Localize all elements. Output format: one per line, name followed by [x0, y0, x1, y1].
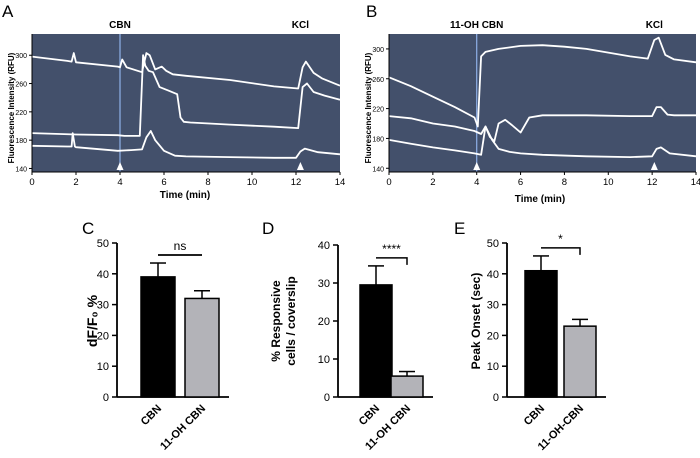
panel-c-y-tick-label: 10: [97, 361, 109, 373]
panel-b-y-axis-label: Fluorescence Intensity (RFU): [364, 52, 373, 163]
panel-c-y-tick-label: 40: [97, 269, 109, 281]
panel-c-y-tick-label: 0: [103, 392, 109, 404]
panel-c-category-label-1: CBN: [139, 403, 164, 428]
panel-b-y-tick-label: 220: [372, 107, 384, 114]
panel-b-x-tick-label: 12: [647, 177, 658, 188]
panel-e-significance-bracket: [541, 247, 581, 255]
panel-a-plot-background: [32, 34, 340, 172]
panel-a-x-tick-label: 2: [73, 177, 78, 188]
panel-a-y-tick-label: 300: [15, 53, 27, 60]
panel-a-x-tick-label: 12: [291, 177, 302, 188]
panel-c-y-axis-label: dF/F₀ %: [84, 294, 100, 347]
panel-b-x-tick-label: 10: [603, 177, 614, 188]
panel-label-e: E: [454, 219, 465, 238]
panel-d-category-label-1: CBN: [357, 403, 382, 428]
panel-b-x-tick-label: 6: [518, 177, 523, 188]
panel-e-y-axis-label: Peak Onset (sec): [469, 273, 483, 370]
panel-a-x-tick-label: 4: [117, 177, 122, 188]
panel-e-y-tick-label: 20: [487, 330, 499, 342]
panel-label-c: C: [82, 219, 94, 238]
panel-e-bar-2: [563, 325, 597, 398]
panel-d-y-axis-label-line1: % Responsive: [269, 280, 283, 362]
panel-label-d: D: [262, 219, 274, 238]
panel-d-bar-2: [390, 375, 424, 398]
panel-b-y-tick-label: 260: [372, 77, 384, 84]
panel-e-y-tick-label: 40: [487, 269, 499, 281]
panel-a-y-tick-label: 220: [15, 110, 27, 117]
panel-c-category-label-2: 11-OH CBN: [158, 403, 208, 453]
panel-d-y-tick-label: 10: [318, 354, 330, 366]
panel-b-event-label-1: KCl: [646, 20, 663, 31]
panel-d-bar-1: [359, 284, 393, 398]
panel-e-y-tick-label: 10: [487, 361, 499, 373]
panel-b-y-tick-label: 180: [372, 136, 384, 143]
panel-a-x-axis-label: Time (min): [160, 190, 210, 201]
panel-b-event-arrow-1: [650, 162, 658, 170]
panel-a-event-label-0: CBN: [109, 20, 131, 31]
panel-b-x-axis-label: Time (min): [515, 194, 565, 205]
panel-b-event-arrow-0: [473, 162, 481, 170]
panel-a-y-tick-label: 260: [15, 82, 27, 89]
panel-e-significance-label: *: [558, 232, 563, 246]
panel-b-trace-plot: 11-OH CBN KCl 0 2 4 6 8 10 12 14 140 180 220 260 300: [372, 20, 700, 188]
panel-c-y-tick-label: 30: [97, 300, 109, 312]
panel-a-event-label-1: KCl: [292, 20, 309, 31]
panel-c-significance-label: ns: [174, 239, 187, 253]
panel-d-y-axis-label-line2: cells / coverslip: [284, 276, 298, 365]
panel-d-y-tick-label: 20: [318, 316, 330, 328]
panel-d-y-tick-label: 0: [324, 392, 330, 404]
panel-b-y-tick-label: 300: [372, 47, 384, 54]
panel-a-trace-2: [31, 54, 341, 137]
panel-a-trace-1: [31, 52, 341, 90]
panel-a-event-arrow-1: [296, 162, 304, 170]
panel-b-x-tick-label: 0: [386, 177, 391, 188]
panel-d-significance-bracket: [376, 257, 408, 265]
panel-d-significance-label: ****: [382, 242, 401, 256]
panel-a-trace-plot: CBN KCl 0 2 4 6 8 10 12 14 140 180 220 260 300: [15, 20, 345, 188]
panel-e-bar-1: [524, 269, 558, 398]
panel-a-x-tick-label: 10: [247, 177, 258, 188]
panel-a-x-tick-label: 6: [161, 177, 166, 188]
panel-b-x-tick-label: 14: [691, 177, 700, 188]
panel-c-bar-2: [184, 297, 220, 398]
panel-label-a: A: [2, 2, 14, 21]
panel-b-trace-1: [388, 36, 697, 128]
panel-b-event-label-0: 11-OH CBN: [450, 20, 503, 31]
panel-label-b: B: [366, 2, 377, 21]
panel-b-trace-3: [388, 125, 697, 158]
panel-a-x-tick-label: 0: [29, 177, 34, 188]
panel-b-x-tick-label: 8: [562, 177, 567, 188]
panel-a-trace-3: [31, 130, 341, 159]
panel-a-y-axis-label: Fluorescence Intensity (RFU): [7, 52, 16, 163]
panel-e-category-label-1: CBN: [522, 403, 547, 428]
panel-b-y-tick-label: 140: [372, 166, 384, 173]
panel-a-x-tick-label: 14: [335, 177, 346, 188]
panel-a-event-arrow-0: [116, 162, 124, 170]
panel-c-bar-1: [140, 276, 176, 398]
panel-b-x-tick-label: 4: [474, 177, 479, 188]
panel-e-y-tick-label: 50: [487, 238, 499, 250]
panel-a-y-tick-label: 180: [15, 138, 27, 145]
panel-e-y-tick-label: 30: [487, 300, 499, 312]
panel-e-y-tick-label: 0: [493, 392, 499, 404]
panel-a-x-tick-label: 8: [205, 177, 210, 188]
panel-a-y-tick-label: 140: [15, 166, 27, 173]
panel-c-y-tick-label: 50: [97, 238, 109, 250]
panel-b-x-tick-label: 2: [430, 177, 435, 188]
panel-b-trace-2: [388, 106, 696, 143]
panel-d-y-tick-label: 40: [318, 240, 330, 252]
panel-d-y-tick-label: 30: [318, 278, 330, 290]
panel-c-y-tick-label: 20: [97, 330, 109, 342]
